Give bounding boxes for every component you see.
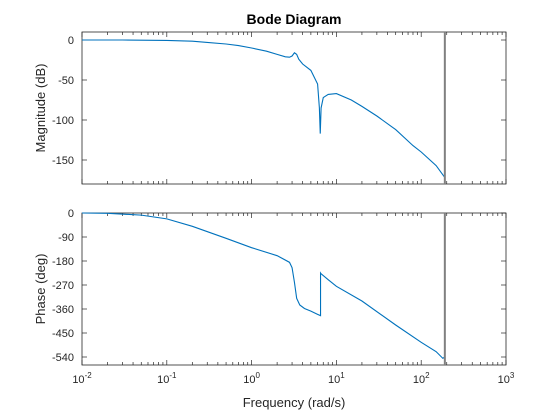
x-tick-label: 102	[413, 371, 430, 386]
phase-ytick-label: -540	[52, 352, 74, 364]
magnitude-panel: 0 -50 -100 -150 Magnitude (dB)	[33, 31, 507, 185]
chart-title: Bode Diagram	[247, 11, 342, 27]
magnitude-ytick-label: -50	[58, 75, 74, 87]
phase-y-axis-label: Phase (deg)	[33, 254, 48, 325]
phase-ytick-label: -90	[58, 232, 74, 244]
phase-ytick-label: -360	[52, 304, 74, 316]
x-axis-label: Frequency (rad/s)	[243, 395, 346, 410]
phase-ytick-label: 0	[68, 208, 74, 220]
magnitude-ytick-label: -150	[52, 155, 74, 167]
x-tick-label: 10-1	[157, 371, 177, 386]
x-tick-label: 10-2	[72, 371, 92, 386]
magnitude-plot-area	[81, 31, 507, 185]
phase-ytick-label: -270	[52, 280, 74, 292]
x-tick-label: 101	[328, 371, 345, 386]
x-tick-label: 103	[498, 371, 515, 386]
magnitude-ytick-label: -100	[52, 115, 74, 127]
phase-panel: 0 -90 -180 -270 -360 -450 -540 Phase (deg)	[33, 208, 507, 366]
magnitude-series-line	[82, 39, 446, 178]
phase-ytick-label: -450	[52, 328, 74, 340]
x-tick-label: 100	[243, 371, 260, 386]
magnitude-ytick-label: 0	[68, 35, 74, 47]
phase-series-line	[81, 212, 446, 360]
magnitude-y-axis-label: Magnitude (dB)	[33, 64, 48, 153]
phase-ytick-label: -180	[52, 256, 74, 268]
phase-plot-area	[81, 212, 507, 366]
